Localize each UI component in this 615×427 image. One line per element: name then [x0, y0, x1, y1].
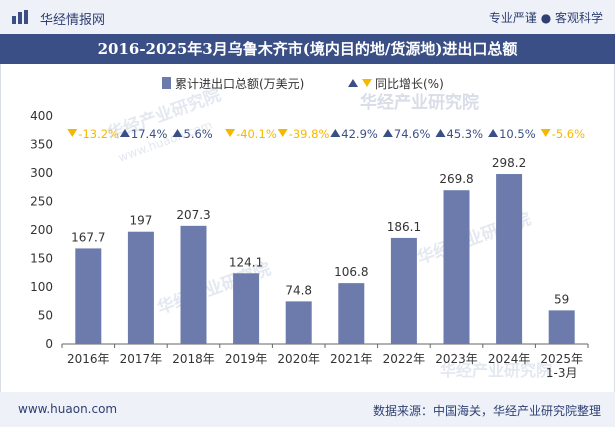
website-link[interactable]: www.huaon.com [18, 402, 118, 416]
footer-band: www.huaon.com 数据来源：中国海关，华经产业研究院整理 [0, 392, 615, 427]
bar-7 [443, 190, 470, 344]
growth-label: -5.6% [552, 127, 585, 141]
y-tick-label: 400 [30, 109, 53, 123]
data-source: 数据来源：中国海关，华经产业研究院整理 [372, 404, 601, 418]
growth-label: 10.5% [499, 127, 536, 141]
y-tick-label: 200 [30, 223, 53, 237]
bar-value-label: 269.8 [439, 172, 473, 186]
bar-value-label: 59 [554, 292, 569, 306]
growth-up-icon [172, 129, 183, 137]
legend-label-total: 累计进出口总额(万美元) [175, 77, 304, 91]
growth-up-icon [488, 129, 499, 137]
growth-down-icon [540, 129, 551, 137]
bar-chart: 华经产业研究院华经产业研究院www.huaon.com华经产业研究院华经产业研究… [30, 77, 589, 380]
x-tick-label: 2023年 [435, 352, 478, 366]
watermark-text: 华经产业研究院 [360, 92, 479, 113]
header-band: 华经情报网 专业严谨 ● 客观科学 [0, 0, 615, 34]
bar-value-label: 124.1 [229, 255, 263, 269]
growth-down-icon [225, 129, 236, 137]
bar-5 [338, 283, 365, 344]
growth-label: 42.9% [341, 127, 378, 141]
bar-value-label: 197 [129, 214, 152, 228]
y-tick-label: 50 [38, 309, 53, 323]
bar-value-label: 74.8 [285, 283, 312, 297]
y-tick-label: 350 [30, 138, 53, 152]
growth-label: -13.2% [78, 127, 119, 141]
legend-down-triangle [362, 79, 372, 87]
legend-up-triangle [348, 79, 358, 87]
bar-8 [496, 174, 523, 344]
bar-value-label: 167.7 [71, 230, 105, 244]
y-tick-label: 300 [30, 166, 53, 180]
bar-value-label: 207.3 [176, 208, 210, 222]
growth-label: 5.6% [184, 127, 213, 141]
growth-up-icon [330, 129, 341, 137]
bar-1 [127, 231, 154, 344]
bar-9 [548, 310, 575, 344]
x-tick-label: 2017年 [120, 352, 163, 366]
bar-value-label: 298.2 [492, 156, 526, 170]
x-tick-label: 2018年 [172, 352, 215, 366]
growth-down-icon [277, 129, 288, 137]
bar-0 [75, 248, 102, 344]
y-tick-label: 250 [30, 195, 53, 209]
growth-label: 74.6% [394, 127, 431, 141]
legend-bar-swatch [162, 77, 171, 89]
x-tick-label: 2024年 [488, 352, 531, 366]
y-tick-label: 0 [45, 337, 53, 351]
bar-value-label: 106.8 [334, 265, 368, 279]
growth-down-icon [67, 129, 78, 137]
bar-value-label: 186.1 [387, 220, 421, 234]
growth-label: -40.1% [236, 127, 277, 141]
growth-label: 17.4% [131, 127, 168, 141]
growth-up-icon [435, 129, 446, 137]
x-tick-label: 2022年 [383, 352, 426, 366]
y-tick-label: 150 [30, 252, 53, 266]
chart-title: 2016-2025年3月乌鲁木齐市(境内目的地/货源地)进出口总额 [97, 40, 518, 58]
bar-6 [390, 237, 417, 344]
bar-2 [180, 225, 207, 344]
y-tick-label: 100 [30, 280, 53, 294]
x-tick-label: 2021年 [330, 352, 373, 366]
x-tick-label: 2016年 [67, 352, 110, 366]
bar-4 [285, 301, 312, 344]
x-tick-label: 2020年 [277, 352, 320, 366]
watermark-text: 华经产业研究院 [440, 361, 552, 380]
legend-label-growth: 同比增长(%) [375, 77, 444, 91]
x-tick-label: 2025年 1-3月 [540, 352, 583, 380]
title-band: 2016-2025年3月乌鲁木齐市(境内目的地/货源地)进出口总额 [0, 34, 615, 64]
x-tick-label: 2019年 [225, 352, 268, 366]
growth-up-icon [119, 129, 130, 137]
growth-label: 45.3% [447, 127, 484, 141]
growth-up-icon [382, 129, 393, 137]
tagline: 专业严谨 ● 客观科学 [488, 11, 603, 25]
growth-label: -39.8% [289, 127, 330, 141]
brand-name: 华经情报网 [40, 13, 106, 28]
bar-chart-logo-icon [12, 10, 28, 24]
bar-3 [233, 273, 260, 344]
